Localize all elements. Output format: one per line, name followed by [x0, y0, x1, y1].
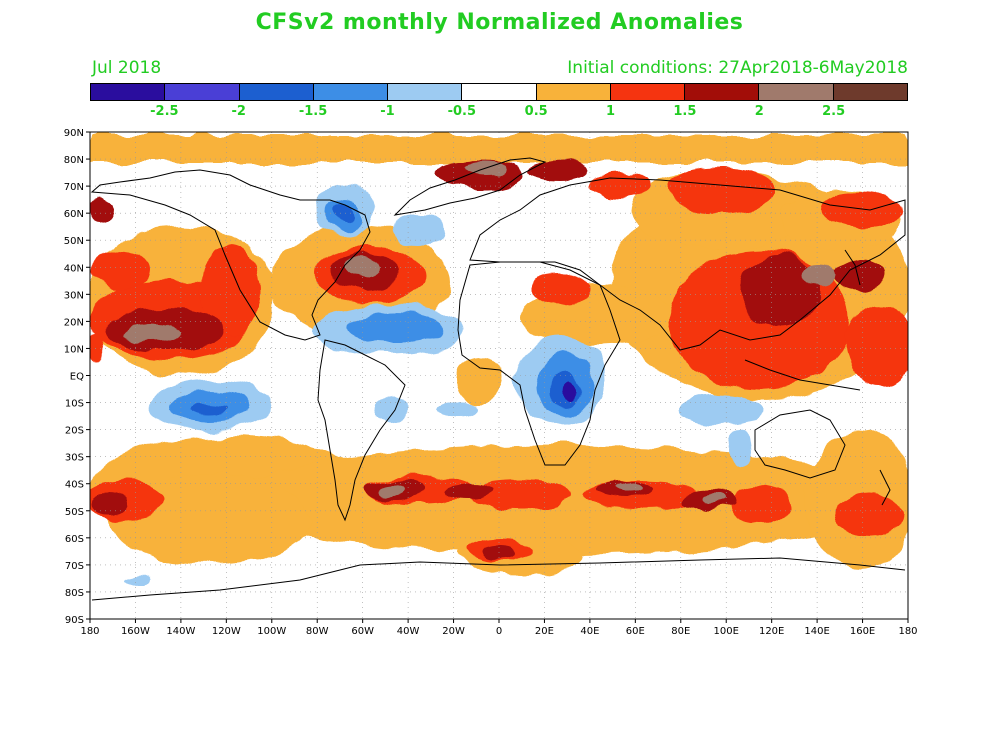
longitude-label: 160W — [121, 626, 150, 637]
latitude-label: 20N — [64, 317, 84, 328]
latitude-label: 10N — [64, 344, 84, 355]
coast-australia — [754, 409, 846, 479]
longitude-label: 160E — [850, 626, 875, 637]
longitude-label: 80E — [671, 626, 690, 637]
coast-south-america — [317, 339, 406, 522]
color-scale-segment — [759, 84, 834, 100]
anomaly-shading — [90, 135, 908, 585]
color-scale-label: -1.5 — [298, 104, 328, 119]
latitude-label: 50S — [65, 507, 84, 518]
longitude-label: 60E — [626, 626, 645, 637]
longitude-label: 140E — [804, 626, 829, 637]
longitude-label: 40E — [580, 626, 599, 637]
latitude-label: 60S — [65, 534, 84, 545]
latitude-label: 60N — [64, 209, 84, 220]
longitude-label: 0 — [496, 626, 502, 637]
coast-antarctica — [91, 557, 906, 601]
color-scale-label: 2 — [754, 104, 764, 119]
latitude-label: 70N — [64, 182, 84, 193]
latitude-label: EQ — [70, 372, 84, 383]
color-scale-segment — [610, 84, 686, 100]
color-scale-segment — [239, 84, 314, 100]
longitude-label: 60W — [351, 626, 374, 637]
latitude-label: 80N — [64, 155, 84, 166]
coast-africa — [457, 261, 621, 466]
latitude-label: 30S — [65, 453, 84, 464]
coastlines — [90, 157, 906, 601]
longitude-label: 180 — [80, 626, 99, 637]
longitude-labels: 180 160W 140W 120W 100W 80W 60W 40W 20W 0 20E 40E 60… — [80, 619, 918, 637]
color-scale-label: -1 — [380, 104, 395, 119]
valid-month-label: Jul 2018 — [92, 58, 162, 78]
latitude-label: 90S — [65, 615, 84, 626]
latitude-label: 30N — [64, 290, 84, 301]
coast-north-america — [90, 169, 371, 341]
latitude-label: 80S — [65, 588, 84, 599]
initial-conditions-label: Initial conditions: 27Apr2018-6May2018 — [567, 58, 908, 78]
coast-indonesia — [744, 359, 861, 391]
color-scale-segment — [313, 84, 389, 100]
color-scale-segment — [685, 84, 760, 100]
longitude-label: 80W — [306, 626, 329, 637]
anomaly-band-blue — [170, 200, 593, 422]
longitude-label: 120E — [759, 626, 784, 637]
color-scale-segment — [462, 84, 537, 100]
longitude-label: 100W — [257, 626, 286, 637]
longitude-label: 100E — [714, 626, 739, 637]
color-scale-label: -2.5 — [150, 104, 179, 119]
color-scale-labels: -2.5 -2 -1.5 -1 -0.5 0.5 1 1.5 2 2.5 — [90, 104, 908, 120]
color-scale-segment — [833, 84, 907, 100]
latitude-label: 40S — [65, 480, 84, 491]
color-scale-label: 2.5 — [822, 104, 846, 119]
color-scale-bar — [90, 83, 908, 101]
anomaly-band-violet — [564, 382, 576, 402]
longitude-label: 140W — [166, 626, 195, 637]
latitude-label: 70S — [65, 561, 84, 572]
color-scale-label: 0.5 — [524, 104, 548, 119]
color-scale-label: -2 — [231, 104, 246, 119]
longitude-label: 20E — [535, 626, 554, 637]
lat-lon-grid — [90, 132, 908, 619]
latitude-label: 90N — [64, 128, 84, 139]
color-scale-segment — [536, 84, 611, 100]
longitude-label: 180 — [898, 626, 917, 637]
color-scale-segment — [91, 84, 166, 100]
color-scale-label: 1.5 — [673, 104, 697, 119]
longitude-label: 20W — [442, 626, 465, 637]
color-scale-segment — [165, 84, 240, 100]
latitude-label: 20S — [65, 426, 84, 437]
coast-eurasia — [469, 177, 906, 351]
map-title: CFSv2 monthly Normalized Anomalies — [255, 10, 744, 35]
color-scale-label: 1 — [606, 104, 616, 119]
longitude-label: 40W — [397, 626, 420, 637]
latitude-label: 50N — [64, 236, 84, 247]
coast-greenland — [393, 157, 547, 216]
color-scale-segment — [388, 84, 463, 100]
color-scale-label: -0.5 — [447, 104, 477, 119]
latitude-label: 40N — [64, 263, 84, 274]
coast-new-zealand — [879, 469, 891, 506]
latitude-labels: 90N 80N 70N 60N 50N 40N 30N 20N 10N EQ 10S 20S 30S 40… — [64, 128, 90, 626]
coast-japan — [844, 249, 861, 286]
longitude-label: 120W — [212, 626, 241, 637]
latitude-label: 10S — [65, 399, 84, 410]
